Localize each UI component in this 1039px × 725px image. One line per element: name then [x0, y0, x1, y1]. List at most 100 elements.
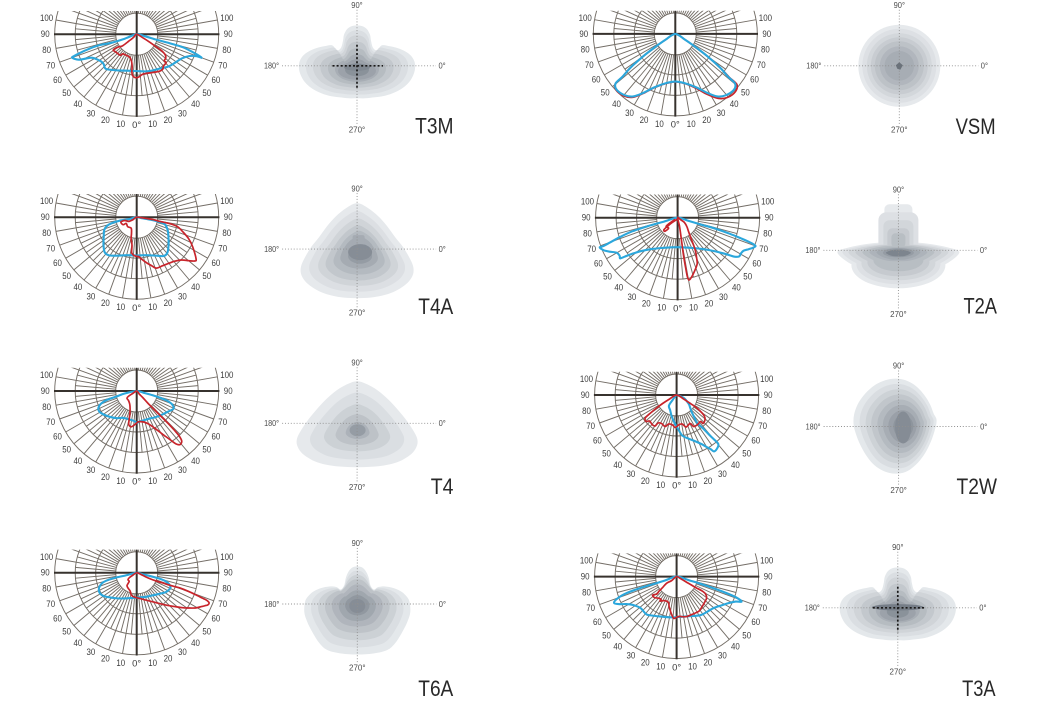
svg-text:50: 50	[62, 87, 71, 98]
svg-text:10: 10	[656, 661, 665, 672]
svg-text:80: 80	[581, 44, 590, 55]
svg-text:50: 50	[743, 270, 752, 281]
svg-text:180°: 180°	[264, 599, 279, 609]
svg-text:30: 30	[718, 468, 727, 479]
svg-text:70: 70	[46, 242, 55, 253]
svg-text:100: 100	[40, 551, 53, 562]
svg-text:180°: 180°	[805, 245, 820, 255]
svg-text:10: 10	[116, 475, 125, 486]
svg-text:60: 60	[53, 612, 62, 623]
svg-text:60: 60	[592, 74, 601, 85]
svg-text:40: 40	[191, 281, 200, 292]
svg-text:40: 40	[191, 98, 200, 109]
svg-text:30: 30	[719, 291, 728, 302]
svg-text:90: 90	[581, 389, 590, 400]
svg-text:10: 10	[657, 302, 666, 313]
svg-text:0°: 0°	[673, 302, 682, 313]
svg-text:40: 40	[731, 641, 740, 652]
svg-text:70: 70	[587, 243, 596, 254]
svg-text:90: 90	[224, 385, 233, 396]
svg-text:90: 90	[224, 28, 233, 39]
svg-text:0°: 0°	[980, 245, 987, 255]
svg-text:180°: 180°	[264, 244, 279, 254]
svg-text:20: 20	[101, 471, 110, 482]
svg-text:50: 50	[202, 87, 211, 98]
svg-text:90: 90	[579, 28, 588, 39]
svg-text:30: 30	[87, 464, 96, 475]
svg-text:20: 20	[641, 657, 650, 668]
svg-text:20: 20	[164, 471, 173, 482]
svg-text:30: 30	[178, 646, 187, 657]
svg-text:100: 100	[580, 373, 593, 384]
svg-text:90: 90	[41, 28, 50, 39]
svg-text:20: 20	[702, 114, 711, 125]
svg-text:50: 50	[62, 626, 71, 637]
svg-text:10: 10	[116, 657, 125, 668]
svg-text:80: 80	[222, 227, 231, 238]
svg-text:270°: 270°	[890, 666, 907, 676]
svg-text:T3A: T3A	[962, 676, 996, 701]
svg-text:50: 50	[202, 444, 211, 455]
svg-text:80: 80	[42, 227, 51, 238]
svg-text:0°: 0°	[979, 603, 986, 613]
svg-text:90°: 90°	[351, 358, 362, 368]
svg-text:80: 80	[762, 586, 771, 597]
svg-text:180°: 180°	[264, 418, 279, 428]
svg-text:0°: 0°	[439, 599, 446, 609]
svg-text:50: 50	[602, 629, 611, 640]
svg-text:20: 20	[704, 475, 713, 486]
svg-text:90: 90	[582, 212, 591, 223]
svg-text:90°: 90°	[894, 0, 905, 10]
svg-text:80: 80	[583, 228, 592, 239]
svg-text:10: 10	[689, 302, 698, 313]
svg-text:10: 10	[148, 657, 157, 668]
svg-text:50: 50	[742, 448, 751, 459]
svg-text:40: 40	[191, 637, 200, 648]
svg-text:90: 90	[41, 385, 50, 396]
svg-text:10: 10	[148, 118, 157, 129]
svg-text:0°: 0°	[981, 61, 988, 71]
svg-text:50: 50	[202, 626, 211, 637]
svg-text:40: 40	[612, 98, 621, 109]
svg-text:60: 60	[750, 74, 759, 85]
svg-text:270°: 270°	[891, 124, 908, 134]
svg-text:0°: 0°	[439, 61, 446, 71]
svg-text:60: 60	[212, 74, 221, 85]
svg-text:20: 20	[640, 114, 649, 125]
svg-text:70: 70	[759, 243, 768, 254]
svg-text:50: 50	[742, 629, 751, 640]
svg-text:80: 80	[42, 44, 51, 55]
svg-text:0°: 0°	[672, 480, 681, 491]
svg-text:30: 30	[625, 107, 634, 118]
svg-text:40: 40	[731, 459, 740, 470]
svg-text:100: 100	[580, 555, 593, 566]
svg-text:50: 50	[603, 270, 612, 281]
svg-text:10: 10	[688, 661, 697, 672]
svg-text:90°: 90°	[352, 538, 363, 548]
svg-text:70: 70	[218, 59, 227, 70]
svg-text:270°: 270°	[890, 309, 907, 319]
svg-text:100: 100	[220, 12, 233, 23]
svg-text:0°: 0°	[672, 661, 681, 672]
svg-text:60: 60	[212, 612, 221, 623]
svg-text:100: 100	[40, 195, 53, 206]
svg-text:0°: 0°	[439, 244, 446, 254]
svg-text:30: 30	[178, 290, 187, 301]
svg-text:100: 100	[220, 369, 233, 380]
svg-text:50: 50	[62, 444, 71, 455]
svg-text:90: 90	[581, 571, 590, 582]
svg-text:40: 40	[732, 282, 741, 293]
svg-text:70: 70	[218, 598, 227, 609]
svg-text:60: 60	[752, 257, 761, 268]
svg-text:70: 70	[46, 598, 55, 609]
svg-text:90: 90	[764, 389, 773, 400]
svg-text:40: 40	[74, 455, 83, 466]
svg-text:70: 70	[586, 602, 595, 613]
svg-text:T4: T4	[431, 474, 454, 499]
svg-text:10: 10	[148, 301, 157, 312]
svg-text:70: 70	[218, 416, 227, 427]
svg-text:T2A: T2A	[964, 294, 998, 319]
svg-text:20: 20	[101, 297, 110, 308]
svg-text:0°: 0°	[439, 418, 446, 428]
svg-text:30: 30	[718, 650, 727, 661]
